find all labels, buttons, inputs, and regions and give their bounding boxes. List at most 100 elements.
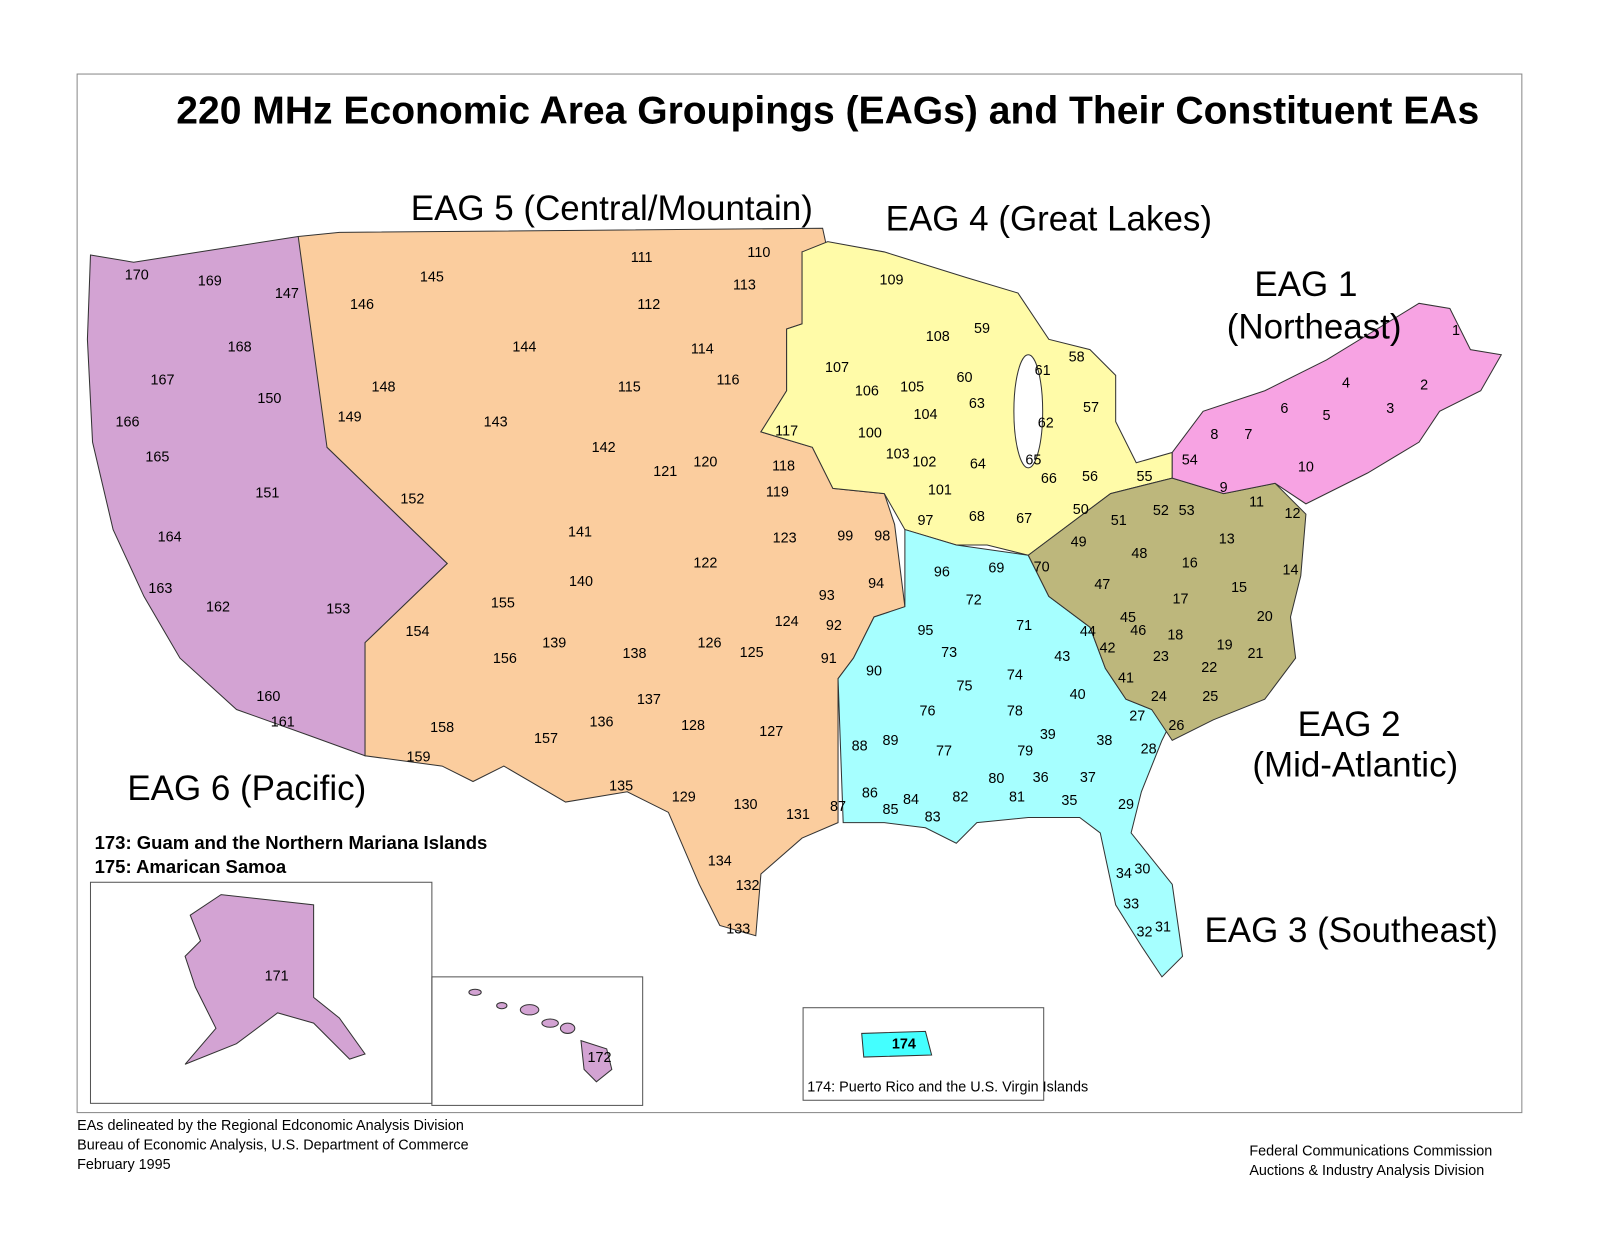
ea-label: 119 xyxy=(766,484,789,500)
region-label: EAG 2 xyxy=(1298,705,1401,744)
ea-label: 37 xyxy=(1080,770,1096,786)
ea-label: 128 xyxy=(681,718,705,734)
ea-label: 155 xyxy=(491,595,515,611)
ea-label: 46 xyxy=(1130,623,1146,639)
ea-label: 31 xyxy=(1155,919,1171,935)
ea-label: 41 xyxy=(1118,670,1134,686)
ea-label: 153 xyxy=(326,602,350,618)
ea-label: 10 xyxy=(1298,460,1314,476)
ea-label: 67 xyxy=(1016,511,1032,527)
ea-label: 74 xyxy=(1007,667,1023,683)
ea-label: 73 xyxy=(941,645,957,661)
ea-label: 25 xyxy=(1202,689,1218,705)
ea-label: 98 xyxy=(874,529,890,545)
ea-label: 5 xyxy=(1322,408,1330,424)
ea-label: 126 xyxy=(698,636,722,652)
ea-label: 50 xyxy=(1073,502,1089,518)
ea-label: 134 xyxy=(708,853,732,869)
ea-label: 26 xyxy=(1168,718,1184,734)
ea-label: 125 xyxy=(740,645,764,661)
lake-michigan xyxy=(1013,354,1044,469)
ea-label: 85 xyxy=(882,802,898,818)
ea-label: 121 xyxy=(653,464,677,480)
inset-note: 174: Puerto Rico and the U.S. Virgin Isl… xyxy=(807,1080,1088,1096)
ea-label: 167 xyxy=(150,372,174,388)
ea-label: 108 xyxy=(926,329,950,345)
ea-label: 165 xyxy=(145,449,169,465)
ea-label: 100 xyxy=(858,426,882,442)
ea-label: 53 xyxy=(1179,503,1195,519)
ea-label: 124 xyxy=(775,614,799,630)
note: 175: Amarican Samoa xyxy=(95,856,287,877)
ea-label: 4 xyxy=(1342,375,1350,391)
ea-label: 14 xyxy=(1282,562,1298,578)
ea-label: 132 xyxy=(736,878,760,894)
note: 173: Guam and the Northern Mariana Islan… xyxy=(95,832,488,853)
ea-label: 107 xyxy=(825,360,849,376)
ea-label: 80 xyxy=(988,771,1004,787)
ea-label: 113 xyxy=(733,278,756,294)
ea-label: 2 xyxy=(1420,377,1428,393)
ea-label: 163 xyxy=(148,581,172,597)
ea-label: 169 xyxy=(198,274,222,290)
ea-label: 148 xyxy=(372,379,396,395)
ea-label: 51 xyxy=(1111,513,1127,529)
ea-label: 34 xyxy=(1116,866,1132,882)
ea-label: 38 xyxy=(1096,733,1112,749)
ea-label: 84 xyxy=(903,792,919,808)
ea-label: 82 xyxy=(952,790,968,806)
ea-label: 117 xyxy=(775,424,798,440)
ea-label: 146 xyxy=(350,297,374,313)
map-frame xyxy=(76,73,1523,1114)
ea-label: 63 xyxy=(969,396,985,412)
ea-label: 33 xyxy=(1123,897,1139,913)
ea-label: 93 xyxy=(819,588,835,604)
ea-label: 142 xyxy=(592,440,616,456)
ea-label: 15 xyxy=(1231,580,1247,596)
ea-label: 18 xyxy=(1167,627,1183,643)
region-label: EAG 3 (Southeast) xyxy=(1204,911,1497,950)
ea-label: 79 xyxy=(1017,743,1033,759)
ea-label: 47 xyxy=(1094,577,1110,593)
ea-label: 55 xyxy=(1136,469,1152,485)
region-label: EAG 4 (Great Lakes) xyxy=(886,199,1212,238)
ea-label: 52 xyxy=(1153,503,1169,519)
hawaii-inset xyxy=(431,976,644,1106)
footer-right: Federal Communications Commission xyxy=(1249,1143,1492,1159)
ea-label: 48 xyxy=(1131,546,1147,562)
region-label: EAG 5 (Central/Mountain) xyxy=(411,189,813,228)
ea-label: 40 xyxy=(1070,687,1086,703)
ea-label: 164 xyxy=(158,530,182,546)
ea-label: 127 xyxy=(759,724,783,740)
ea-label: 17 xyxy=(1172,591,1188,607)
ea-label: 147 xyxy=(275,286,299,302)
ea-label: 32 xyxy=(1136,924,1152,940)
puerto-rico-inset xyxy=(802,1007,1045,1101)
ea-label: 149 xyxy=(338,409,362,425)
region-label: (Mid-Atlantic) xyxy=(1252,745,1458,784)
footer-left: February 1995 xyxy=(77,1157,171,1173)
ea-label: 70 xyxy=(1034,559,1050,575)
region-label: EAG 6 (Pacific) xyxy=(127,769,366,808)
ea-label: 59 xyxy=(974,321,990,337)
ea-label: 110 xyxy=(747,245,770,261)
ea-label: 1 xyxy=(1452,323,1460,339)
ea-label: 54 xyxy=(1182,452,1198,468)
ea-label: 137 xyxy=(637,692,661,708)
ea-label: 111 xyxy=(631,250,653,266)
ea-label: 170 xyxy=(125,267,149,283)
ea-label: 104 xyxy=(913,407,937,423)
ea-label: 86 xyxy=(862,786,878,802)
ea-label: 158 xyxy=(430,720,454,736)
ea-label: 13 xyxy=(1219,532,1235,548)
ea-label: 88 xyxy=(852,738,868,754)
ea-label: 24 xyxy=(1151,689,1167,705)
ea-label: 76 xyxy=(920,703,936,719)
ea-label: 131 xyxy=(786,807,810,823)
ea-label: 135 xyxy=(609,778,633,794)
ea-label: 115 xyxy=(618,379,641,395)
ea-label: 151 xyxy=(255,485,279,501)
ea-label: 57 xyxy=(1083,400,1099,416)
